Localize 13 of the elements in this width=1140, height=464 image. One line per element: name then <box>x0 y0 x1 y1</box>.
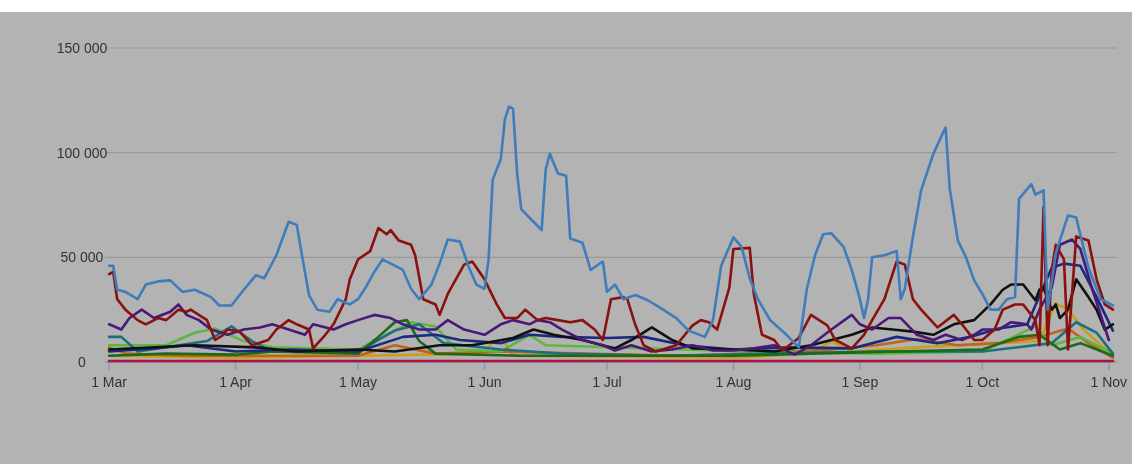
y-tick-label: 100 000 <box>56 144 108 161</box>
y-tick-label: 50 000 <box>60 249 104 266</box>
x-tick-label: 1 Sep <box>841 374 879 390</box>
y-tick-label: 150 000 <box>56 40 108 56</box>
x-tick-label: 1 Jun <box>467 374 502 390</box>
x-tick-label: 1 Mar <box>91 374 128 390</box>
x-tick-label: 1 Aug <box>715 374 752 390</box>
x-tick-label: 1 Jul <box>592 374 622 390</box>
x-tick-label: 1 Oct <box>965 374 1000 390</box>
x-tick-label: 1 Apr <box>219 374 253 390</box>
x-tick-label: 1 Nov <box>1090 374 1128 390</box>
y-tick-label: 0 <box>78 354 87 370</box>
x-tick-label: 1 May <box>338 374 378 390</box>
